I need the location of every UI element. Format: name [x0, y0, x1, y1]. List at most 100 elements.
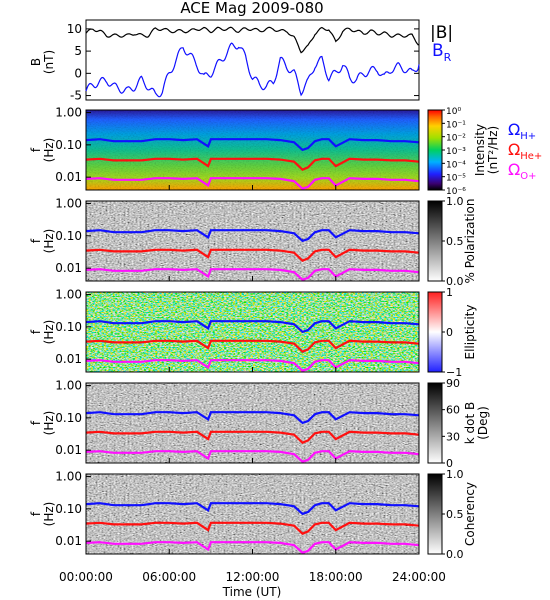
legend-he-plus-symbol: Ω	[508, 140, 520, 159]
gyro-line-he-plus	[85, 521, 420, 535]
colorbar-kdotb	[427, 382, 443, 464]
gyro-line-h-plus	[85, 138, 420, 152]
colorbar-tick-label: 1.0	[446, 195, 464, 208]
colorbar-intensity-label: Intensity	[473, 124, 487, 176]
legend-b-r-main: B	[432, 41, 444, 61]
gyro-line-he-plus	[85, 248, 420, 262]
gyro-line-h-plus	[85, 411, 420, 425]
freq-tick-label: 0.01	[55, 352, 82, 366]
panel-polarization: 1.00 0.10 0.01 f (Hz) 1.0 0.5 0.0% Polarization	[29, 195, 477, 288]
gyro-line-h-plus	[85, 229, 420, 243]
panel-coherency-yunits: (Hz)	[42, 502, 56, 527]
colorbar-intensity	[427, 109, 443, 191]
panel-intensity-yunits: (Hz)	[42, 138, 56, 163]
freq-tick-label: 0.10	[55, 320, 82, 334]
colorbar-coherency	[427, 473, 443, 555]
colorbar-tick-label: 10⁻²	[446, 134, 466, 144]
freq-tick-label: 0.10	[55, 411, 82, 425]
panel-polarization-ylabel: f	[29, 238, 43, 243]
colorbar-tick-label: 0	[446, 457, 453, 470]
series-b-total-line	[85, 26, 420, 54]
colorbar-tick-label: 10⁻¹	[446, 120, 466, 130]
colorbar-tick-label: 0.5	[446, 235, 464, 248]
freq-tick-label: 0.01	[55, 443, 82, 457]
colorbar-polarization	[427, 200, 443, 282]
panel-kdotb-ylabel: f	[29, 420, 43, 425]
gyro-line-he-plus	[85, 339, 420, 353]
colorbar-kdotb-units: (Deg)	[476, 406, 490, 440]
x-axis-label: Time (UT)	[222, 585, 282, 599]
colorbar-coherency-label: Coherency	[463, 482, 477, 546]
gyro-line-o-plus	[85, 450, 420, 463]
time-tick-label: 06:00:00	[142, 570, 196, 584]
legend-h-plus: ΩH+	[508, 120, 536, 142]
colorbar-tick-label: 30	[446, 430, 460, 443]
panel-coherency-ylabel: f	[29, 511, 43, 516]
panel-intensity-ylabel: f	[29, 147, 43, 152]
colorbar-tick-label: 10⁻³	[446, 147, 466, 157]
panel-kdotb: 1.00 0.10 0.01 f (Hz) 90 60 30 0 k dot B (Deg)	[29, 377, 490, 470]
freq-tick-label: 0.01	[55, 261, 82, 275]
colorbar-tick-label: 0.5	[446, 508, 464, 521]
colorbar-intensity-units: (nT²/Hz)	[486, 126, 500, 174]
colorbar-tick-label: −1	[446, 366, 462, 379]
legend-b-r-sub: R	[444, 51, 452, 64]
panel-intensity: 1.00 0.10 0.01 f (Hz) 10⁰ 10⁻¹ 10⁻² 10⁻³ 10⁻⁴ 10⁻⁵…	[29, 106, 500, 197]
chart-title: ACE Mag 2009-080	[180, 0, 323, 17]
panel-intensity-texture	[86, 110, 419, 190]
panel-b-ytick-label: 10	[67, 22, 82, 36]
colorbar-tick-label: 1	[446, 286, 453, 299]
gyro-line-o-plus	[85, 541, 420, 554]
colorbar-tick-label: 90	[446, 377, 460, 390]
spectrogram-panels: 1.000.100.01f (Hz)10⁰10⁻¹10⁻²10⁻³10⁻⁴10⁻⁵…	[29, 106, 500, 561]
time-tick-label: 24:00:00	[392, 570, 446, 584]
legend-b-r: BR	[432, 41, 452, 64]
panel-coherency-texture	[86, 474, 419, 554]
colorbar-tick-label: 10⁰	[446, 107, 461, 117]
time-tick-label: 18:00:00	[309, 570, 363, 584]
colorbar-ellipticity	[427, 291, 443, 373]
legend-o-plus-symbol: Ω	[508, 160, 520, 179]
gyro-line-he-plus	[85, 430, 420, 444]
colorbar-tick-label: 0	[446, 326, 453, 339]
legend-h-plus-symbol: Ω	[508, 120, 520, 139]
panel-b-ylabel: B	[29, 58, 43, 66]
x-axis-ticks: 00:00:00 06:00:00 12:00:00 18:00:00 24:00:00	[59, 570, 446, 584]
panel-ellipticity-ylabel: f	[29, 329, 43, 334]
gyro-line-o-plus	[85, 268, 420, 281]
legend-he-plus: ΩHe+	[508, 140, 542, 162]
gyro-line-h-plus	[85, 502, 420, 516]
panel-b-ytick-label: -5	[70, 89, 82, 103]
freq-tick-label: 0.10	[55, 502, 82, 516]
freq-tick-label: 0.01	[55, 170, 82, 184]
legend-b-total: |B|	[430, 23, 453, 43]
freq-tick-label: 1.00	[55, 379, 82, 393]
gyro-legend: ΩH+ ΩHe+ ΩO+	[508, 120, 542, 182]
panel-b-ytick-label: 0	[74, 66, 82, 80]
freq-tick-label: 0.10	[55, 229, 82, 243]
colorbar-tick-label: 1.0	[446, 468, 464, 481]
freq-tick-label: 0.10	[55, 138, 82, 152]
colorbar-tick-label: 10⁻⁶	[446, 187, 466, 197]
panel-kdotb-texture	[86, 383, 419, 463]
legend-o-plus-sub: O+	[520, 171, 536, 182]
legend-h-plus-sub: H+	[520, 131, 536, 142]
freq-tick-label: 1.00	[55, 470, 82, 484]
gyro-line-he-plus	[85, 157, 420, 171]
time-tick-label: 12:00:00	[226, 570, 280, 584]
colorbar-polarization-label: % Polarization	[463, 199, 477, 284]
gyro-line-h-plus	[85, 320, 420, 334]
legend-he-plus-sub: He+	[520, 151, 542, 162]
freq-tick-label: 1.00	[55, 288, 82, 302]
colorbar-tick-label: 0.0	[446, 275, 464, 288]
panel-b-yunits: (nT)	[42, 50, 56, 74]
freq-tick-label: 1.00	[55, 106, 82, 120]
colorbar-kdotb-label: k dot B	[463, 402, 477, 444]
series-b-r-line	[85, 42, 420, 98]
colorbar-ellipticity-label: Ellipticity	[463, 305, 477, 360]
colorbar-tick-label: 60	[446, 404, 460, 417]
colorbar-tick-label: 0.0	[446, 548, 464, 561]
